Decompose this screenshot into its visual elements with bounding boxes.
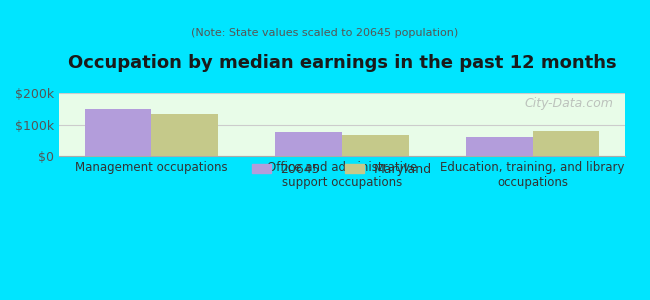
Bar xyxy=(151,114,218,156)
Text: (Note: State values scaled to 20645 population): (Note: State values scaled to 20645 popu… xyxy=(191,28,459,38)
Text: City-Data.com: City-Data.com xyxy=(525,98,614,110)
Bar xyxy=(532,131,599,156)
Title: Occupation by median earnings in the past 12 months: Occupation by median earnings in the pas… xyxy=(68,54,616,72)
Legend: 20645, Maryland: 20645, Maryland xyxy=(247,158,437,181)
Bar xyxy=(342,135,409,156)
Bar xyxy=(276,132,342,156)
Bar xyxy=(84,110,151,156)
Bar xyxy=(466,137,532,156)
